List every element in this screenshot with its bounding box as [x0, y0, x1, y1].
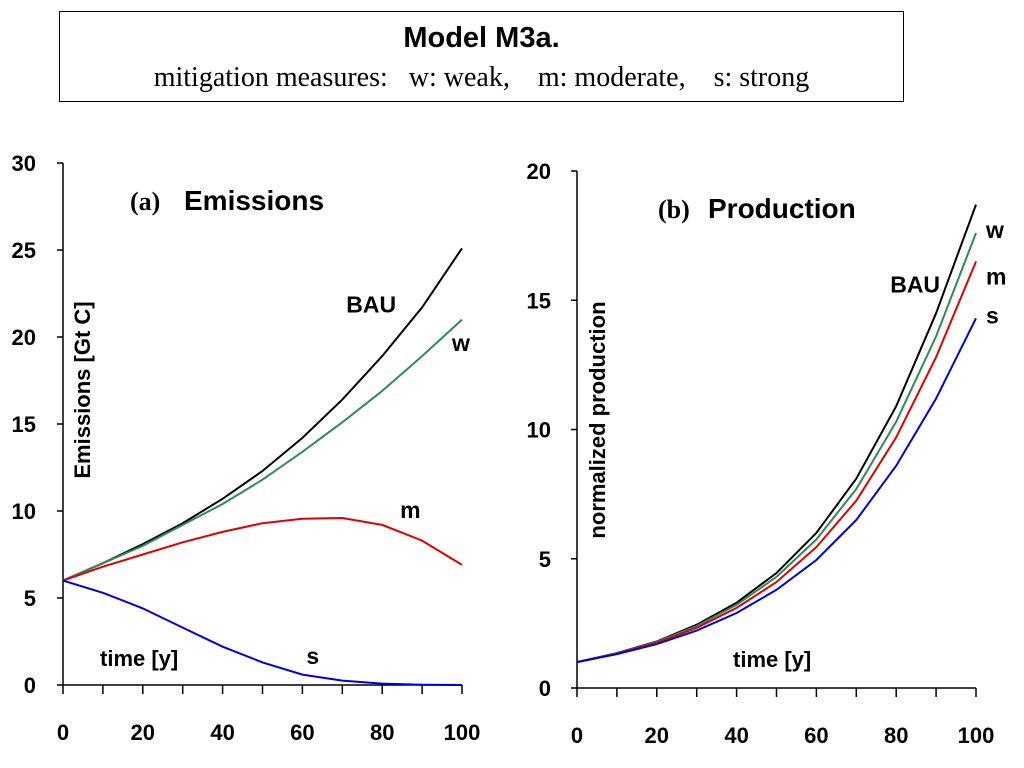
chart-b-y-tick-label: 20 [527, 159, 551, 184]
chart-a-x-tick-label: 80 [370, 720, 394, 745]
figure-title: Model M3a. [403, 22, 560, 54]
chart-b-x-tick-label: 40 [724, 723, 748, 748]
chart-b-title-prefix: (b) [658, 195, 690, 224]
chart-b-series-m [576, 261, 977, 664]
chart-a-title-prefix: (a) [130, 187, 160, 216]
chart-a-x-tick-label: 0 [57, 720, 69, 745]
chart-b-label-bau: BAU [890, 271, 940, 297]
chart-a-series-m [62, 516, 463, 582]
chart-a-series-w [62, 318, 463, 582]
chart-b-y-tick-label: 0 [539, 676, 551, 701]
chart-b-x-axis-label: time [y] [733, 647, 811, 672]
chart-a-y-tick-label: 25 [12, 238, 36, 263]
chart-a-x-tick-label: 20 [131, 720, 155, 745]
chart-a-x-tick-label: 60 [290, 720, 314, 745]
chart-a-label-w: w [451, 330, 470, 356]
chart-a-title: Emissions [184, 185, 324, 216]
chart-a-y-tick-label: 5 [24, 586, 36, 611]
chart-a-y-tick-label: 0 [24, 673, 36, 698]
chart-b-x-tick-label: 20 [645, 723, 669, 748]
chart-b-y-tick-label: 10 [527, 418, 551, 443]
chart-b-label-m: m [986, 264, 1006, 290]
chart-a-y-tick-label: 30 [12, 151, 36, 176]
chart-b-y-axis-label: normalized production [585, 301, 610, 538]
chart-a-y-tick-label: 10 [12, 499, 36, 524]
chart-b-y-tick-label: 5 [539, 547, 551, 572]
chart-a-x-tick-label: 40 [210, 720, 234, 745]
chart-b-x-tick-label: 100 [958, 723, 995, 748]
chart-a-series-s [62, 579, 463, 686]
chart-b-title: Production [708, 193, 856, 224]
chart-a-y-tick-label: 15 [12, 412, 36, 437]
chart-b-x-tick-label: 80 [884, 723, 908, 748]
chart-b-label-s: s [986, 303, 999, 329]
chart-a-series-bau [62, 247, 463, 582]
chart-a-label-s: s [306, 643, 319, 669]
chart-a-label-bau: BAU [346, 292, 396, 318]
chart-b-x-tick-label: 0 [571, 723, 583, 748]
chart-a-x-tick-label: 100 [444, 720, 481, 745]
title-box: Model M3a. mitigation measures: w: weak,… [59, 11, 904, 102]
chart-b-series-s [576, 317, 977, 664]
chart-a-y-tick-label: 20 [12, 325, 36, 350]
chart-b-x-tick-label: 60 [804, 723, 828, 748]
chart-b-label-w: w [985, 217, 1004, 243]
chart-a-x-axis-label: time [y] [100, 646, 178, 671]
chart-a-label-m: m [400, 497, 420, 523]
figure-subtitle: mitigation measures: w: weak, m: moderat… [153, 62, 810, 93]
chart-a-y-axis-label: Emissions [Gt C] [70, 301, 95, 478]
chart-b-y-tick-label: 15 [527, 288, 551, 313]
